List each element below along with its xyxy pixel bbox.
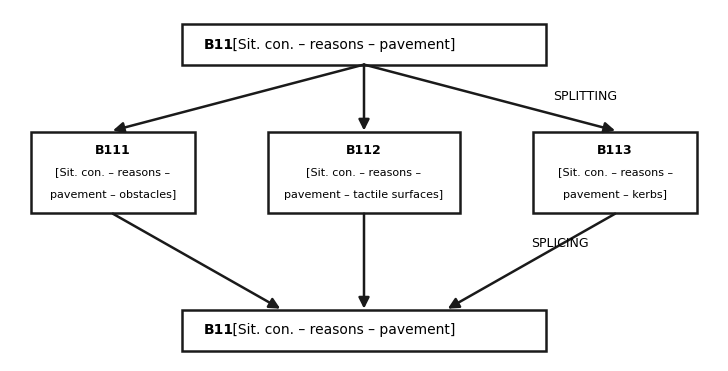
FancyBboxPatch shape (533, 132, 697, 213)
Text: pavement – tactile surfaces]: pavement – tactile surfaces] (285, 190, 443, 200)
Text: B11: B11 (204, 37, 234, 52)
FancyBboxPatch shape (268, 132, 461, 213)
Text: B112: B112 (346, 144, 382, 157)
Text: [Sit. con. – reasons – pavement]: [Sit. con. – reasons – pavement] (229, 37, 456, 52)
FancyBboxPatch shape (182, 24, 546, 65)
Text: B111: B111 (95, 144, 131, 157)
Text: [Sit. con. – reasons –: [Sit. con. – reasons – (306, 168, 422, 177)
Text: [Sit. con. – reasons –: [Sit. con. – reasons – (558, 168, 673, 177)
Text: pavement – kerbs]: pavement – kerbs] (563, 190, 667, 200)
Text: B113: B113 (598, 144, 633, 157)
Text: SPLITTING: SPLITTING (553, 90, 617, 103)
FancyBboxPatch shape (182, 310, 546, 351)
Text: SPLICING: SPLICING (531, 236, 589, 250)
Text: pavement – obstacles]: pavement – obstacles] (50, 190, 176, 200)
Text: [Sit. con. – reasons – pavement]: [Sit. con. – reasons – pavement] (229, 323, 456, 337)
Text: B11: B11 (204, 323, 234, 337)
Text: [Sit. con. – reasons –: [Sit. con. – reasons – (55, 168, 170, 177)
FancyBboxPatch shape (31, 132, 195, 213)
